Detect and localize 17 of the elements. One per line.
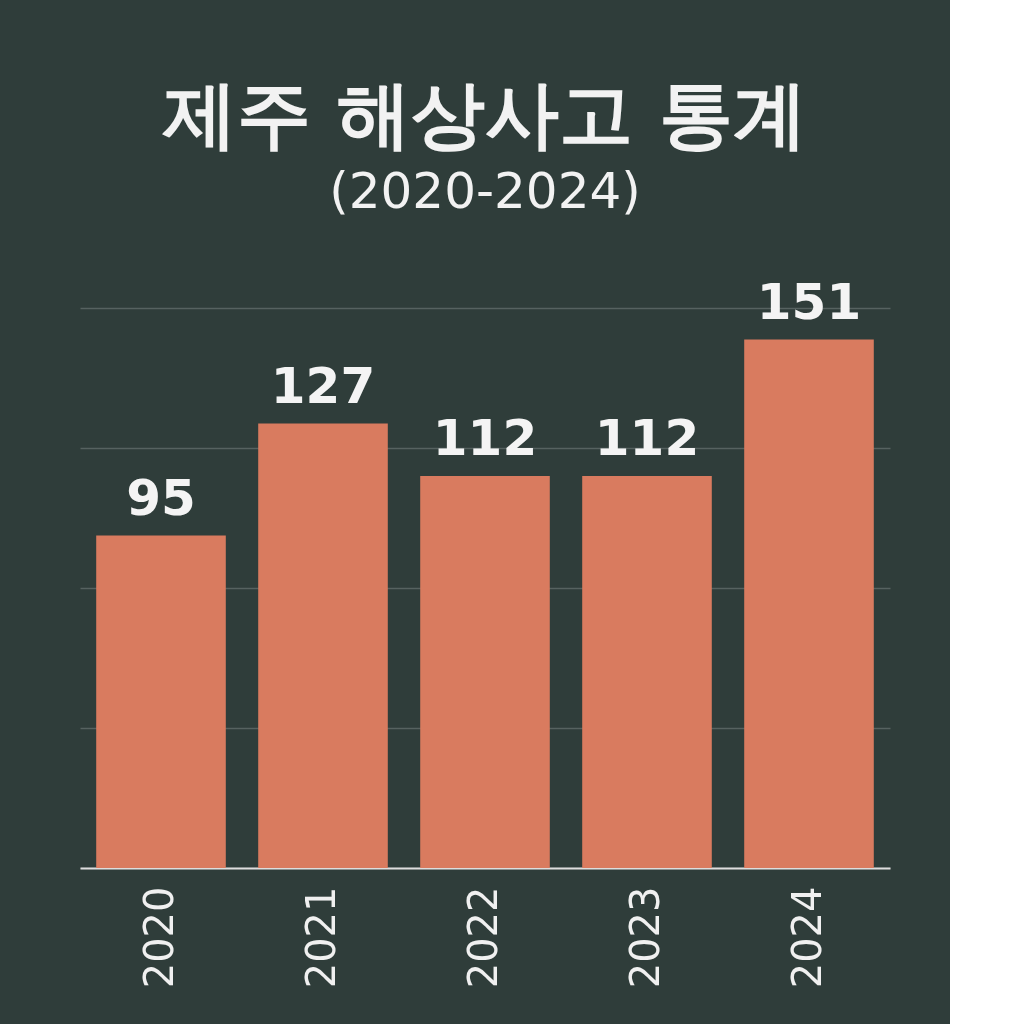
x-tick-label: 2024 [784,886,830,989]
chart-title: 제주 해상사고 통계 [162,70,807,157]
bar [420,476,550,868]
bar [582,476,712,868]
data-label: 112 [432,409,538,467]
x-tick-label: 2021 [298,886,344,989]
data-label: 112 [594,409,700,467]
bar [744,339,874,868]
data-label: 151 [756,272,862,331]
x-tick-label: 2023 [622,886,668,989]
data-label: 95 [126,468,196,527]
x-tick-label: 2022 [460,886,506,989]
data-label: 127 [270,356,376,415]
chart-subtitle: (2020-2024) [329,161,641,220]
bar [258,423,388,868]
bar [96,535,226,868]
x-tick-label: 2020 [136,886,182,989]
